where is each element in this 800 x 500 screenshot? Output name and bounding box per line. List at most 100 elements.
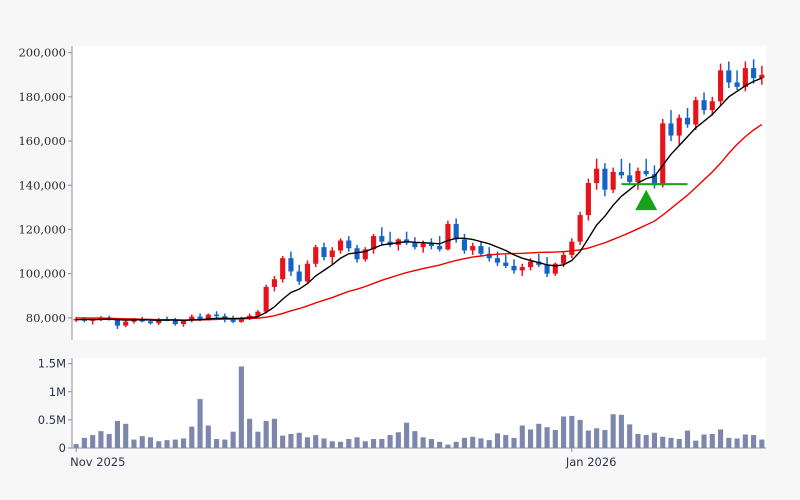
volume-bar: [742, 434, 748, 448]
volume-bar: [214, 439, 220, 448]
candle-body: [296, 271, 302, 282]
candlestick: [569, 238, 575, 259]
volume-bar: [668, 437, 674, 448]
candle-body: [461, 239, 468, 251]
candlestick: [470, 242, 476, 255]
volume-bar: [263, 421, 269, 448]
candlestick: [676, 114, 682, 146]
volume-bar: [139, 436, 145, 448]
volume-bar: [627, 424, 633, 448]
candle-body: [627, 175, 633, 182]
volume-bar: [123, 423, 129, 448]
volume-bar: [643, 435, 649, 448]
candle-body: [486, 253, 492, 259]
volume-bar: [494, 433, 501, 448]
price-y-tick-label: 140,000: [18, 178, 66, 192]
volume-bar: [238, 366, 244, 448]
candle-body: [428, 243, 434, 247]
volume-bar: [180, 438, 187, 448]
candle-body: [651, 174, 658, 186]
volume-bar: [420, 437, 426, 448]
volume-bar: [726, 437, 732, 448]
candlestick-series: [73, 59, 765, 329]
candle-body: [437, 246, 443, 250]
candle-body: [594, 168, 600, 184]
candle-body: [610, 172, 616, 190]
price-y-tick-label: 160,000: [18, 134, 66, 148]
volume-bar: [552, 430, 558, 448]
volume-bar: [337, 441, 344, 448]
volume-y-axis: 1.5M 1M 0.5M 0: [38, 357, 72, 455]
candlestick: [726, 61, 732, 88]
volume-bar: [346, 439, 352, 448]
volume-bar: [602, 430, 608, 448]
candle-body: [247, 315, 253, 318]
volume-bar: [304, 437, 311, 448]
volume-bar: [544, 427, 550, 448]
candlestick: [379, 227, 385, 245]
candlestick: [263, 284, 269, 314]
volume-bar: [73, 444, 79, 448]
volume-bar: [437, 441, 443, 448]
volume-bar: [569, 415, 575, 448]
candlestick: [288, 251, 294, 276]
candlestick: [693, 96, 699, 130]
candlestick: [618, 158, 624, 179]
candlestick: [255, 310, 261, 317]
volume-bar: [412, 431, 418, 448]
price-y-tick-label: 100,000: [18, 267, 66, 281]
candle-body: [329, 250, 335, 258]
candle-body: [263, 286, 269, 312]
candle-body: [114, 320, 121, 326]
price-y-tick-label: 200,000: [18, 46, 66, 60]
candle-body: [255, 311, 261, 316]
candle-body: [693, 100, 699, 125]
volume-bar: [147, 437, 154, 448]
volume-bar: [106, 433, 112, 448]
volume-bar: [271, 418, 277, 448]
candlestick: [602, 163, 608, 197]
volume-bar-series: [73, 366, 765, 448]
candlestick: [635, 167, 641, 190]
price-y-axis: 200,000 180,000 160,000 140,000 120,000 100,0…: [18, 46, 72, 325]
candle-body: [288, 258, 294, 272]
candle-body: [751, 68, 757, 79]
candlestick: [370, 233, 377, 254]
volume-bar: [98, 431, 104, 448]
x-axis: Nov 2025 Jan 2026: [70, 448, 617, 469]
volume-bar: [618, 414, 624, 448]
candle-body: [337, 240, 344, 251]
candlestick: [412, 237, 418, 250]
volume-bar: [610, 414, 616, 448]
volume-bar: [81, 437, 87, 448]
candlestick: [329, 247, 335, 265]
price-y-tick-label: 120,000: [18, 222, 66, 236]
volume-bar: [684, 430, 691, 448]
candlestick: [478, 241, 484, 256]
candle-body: [362, 249, 368, 260]
candle-body: [230, 319, 236, 322]
candle-body: [519, 267, 525, 271]
candle-body: [503, 262, 509, 266]
volume-bar: [503, 435, 509, 448]
volume-bar: [288, 433, 294, 448]
volume-bar: [255, 431, 261, 448]
candlestick: [684, 107, 691, 128]
candle-body: [717, 70, 724, 102]
candlestick: [734, 70, 740, 91]
volume-bar: [651, 432, 658, 448]
volume-bar: [693, 440, 699, 448]
candle-body: [172, 320, 178, 325]
candlestick: [643, 158, 649, 177]
buy-marker-triangle-icon[interactable]: [635, 189, 658, 211]
volume-bar: [660, 436, 666, 448]
candlestick: [296, 264, 302, 285]
volume-bar: [701, 434, 707, 448]
trade-marker-group[interactable]: [621, 183, 688, 211]
volume-bar: [635, 433, 641, 448]
volume-bar: [189, 426, 195, 448]
candle-body: [180, 320, 187, 325]
volume-bar: [222, 439, 228, 448]
volume-bar: [734, 438, 740, 448]
